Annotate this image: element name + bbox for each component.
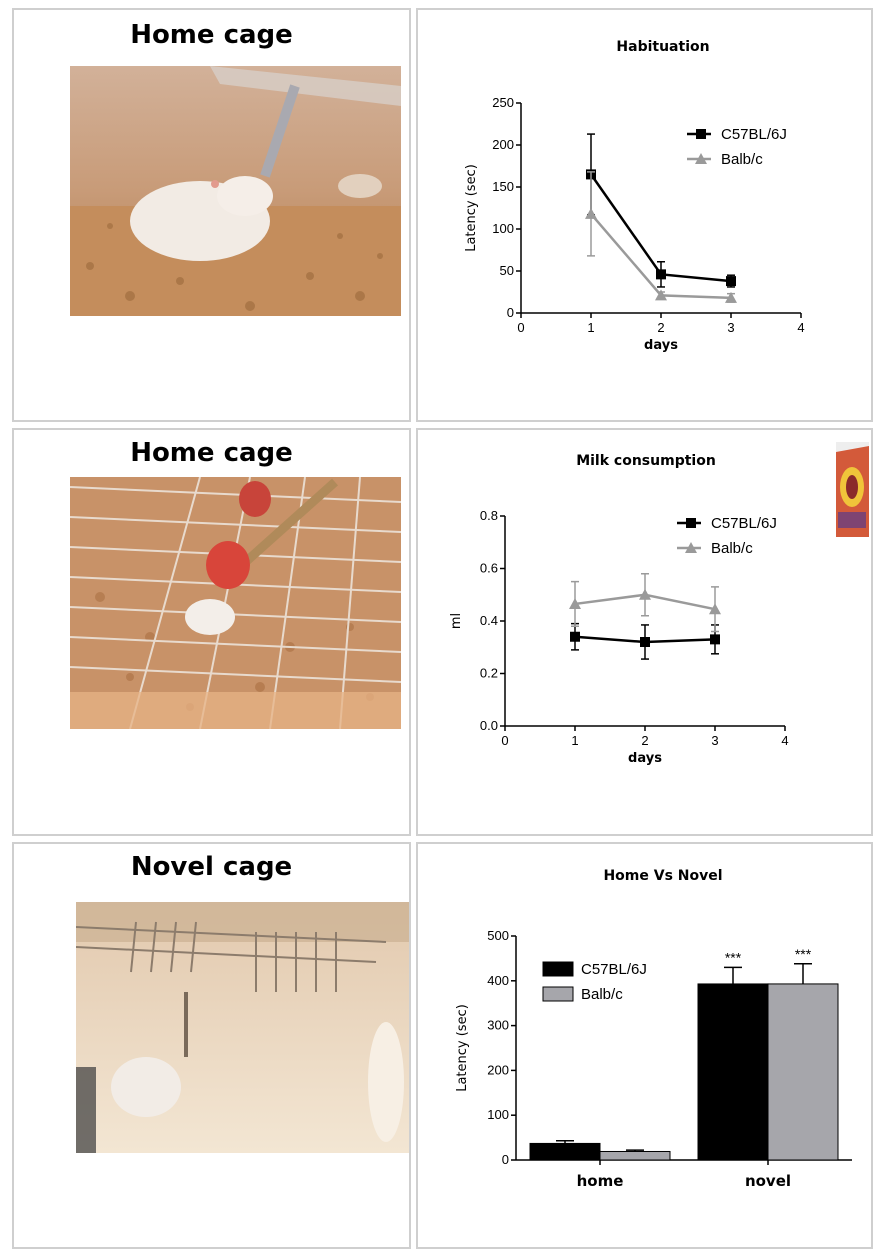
panel-title: Home cage	[130, 20, 293, 50]
panel-home-vs-novel-chart: Home Vs Novel 0 100 200 300 400 500 Latency (se…	[416, 842, 873, 1249]
x-tick-label: 0	[501, 733, 508, 748]
significance-label: ***	[725, 949, 742, 965]
y-tick-label: 300	[487, 1018, 509, 1033]
y-axis-title: ml	[449, 613, 464, 629]
y-tick-label: 400	[487, 973, 509, 988]
category-label: novel	[745, 1172, 791, 1190]
chart-title: Habituation	[616, 39, 709, 55]
legend-swatch	[542, 986, 574, 1002]
data-point	[569, 597, 581, 609]
y-tick-label: 150	[492, 179, 514, 194]
data-point	[726, 276, 736, 287]
y-axis-title: Latency (sec)	[464, 164, 479, 252]
chart-title: Milk consumption	[576, 453, 716, 469]
legend-label: Balb/c	[711, 540, 753, 557]
x-tick-label: 2	[641, 733, 648, 748]
x-axis-title: days	[628, 751, 662, 766]
y-tick-label: 0.4	[480, 613, 498, 628]
data-point	[640, 637, 650, 647]
y-tick-label: 0.2	[480, 666, 498, 681]
y-tick-label: 200	[487, 1062, 509, 1077]
legend-label: C57BL/6J	[581, 961, 647, 978]
bar	[697, 983, 769, 1161]
y-tick-label: 0	[502, 1152, 509, 1167]
bar	[599, 1150, 671, 1161]
data-point	[639, 588, 651, 600]
data-point	[656, 269, 666, 280]
y-tick-label: 250	[492, 95, 514, 110]
photo-mouse-home-cage	[70, 66, 401, 316]
y-tick-label: 0.0	[480, 718, 498, 733]
y-axis-title: Latency (sec)	[455, 1004, 470, 1092]
x-tick-label: 1	[587, 320, 594, 335]
data-point	[725, 291, 737, 303]
y-tick-label: 0.6	[480, 561, 498, 576]
y-tick-label: 0.8	[480, 508, 498, 523]
panel-title: Novel cage	[130, 852, 293, 882]
bar	[767, 983, 839, 1161]
panel-title: Home cage	[130, 438, 293, 468]
y-tick-label: 0	[507, 305, 514, 320]
x-tick-label: 1	[571, 733, 578, 748]
milk-carton-image	[836, 442, 869, 537]
photo-milk-dispenser-cage	[70, 477, 401, 729]
legend-swatch	[542, 961, 574, 977]
significance-label: ***	[795, 946, 812, 962]
x-tick-label: 4	[797, 320, 804, 335]
category-label: home	[577, 1172, 624, 1190]
legend-marker	[695, 153, 707, 164]
y-tick-label: 200	[492, 137, 514, 152]
x-tick-label: 3	[727, 320, 734, 335]
y-tick-label: 100	[492, 221, 514, 236]
bar	[529, 1142, 601, 1161]
panel-milk-consumption-chart: Milk consumption 0.0 0.2 0.4 0.6 0.8 0 1 2 3 4 days…	[416, 428, 873, 836]
y-tick-label: 50	[500, 263, 514, 278]
y-tick-label: 100	[487, 1107, 509, 1122]
data-point	[570, 631, 580, 642]
legend-label: C57BL/6J	[721, 126, 787, 143]
data-point	[710, 634, 720, 645]
panel-home-cage-2: Home cage	[12, 428, 411, 836]
panel-habituation-chart: Habituation 0 50 100 150 200 250 0 1 2 3 4 days Laten…	[416, 8, 873, 422]
legend-marker	[686, 518, 696, 528]
milk-consumption-chart: Milk consumption 0.0 0.2 0.4 0.6 0.8 0 1 2 3 4 days…	[449, 453, 789, 766]
panel-novel-cage: Novel cage	[12, 842, 411, 1249]
data-point	[585, 207, 597, 219]
home-vs-novel-chart: Home Vs Novel 0 100 200 300 400 500 Latency (se…	[455, 868, 852, 1190]
data-point	[655, 289, 667, 301]
x-tick-label: 2	[657, 320, 664, 335]
chart-title: Home Vs Novel	[603, 868, 722, 884]
legend-marker	[685, 542, 697, 553]
y-tick-label: 500	[487, 928, 509, 943]
legend-marker	[696, 129, 706, 139]
panel-home-cage-1: Home cage	[12, 8, 411, 422]
data-point	[709, 603, 721, 615]
x-tick-label: 4	[781, 733, 788, 748]
x-tick-label: 3	[711, 733, 718, 748]
legend-label: Balb/c	[721, 151, 763, 168]
x-tick-label: 0	[517, 320, 524, 335]
photo-mouse-novel-cage	[76, 902, 409, 1153]
legend-label: C57BL/6J	[711, 515, 777, 532]
x-axis-title: days	[644, 338, 678, 353]
habituation-chart: Habituation 0 50 100 150 200 250 0 1 2 3 4 days Laten…	[464, 39, 805, 353]
legend-label: Balb/c	[581, 986, 623, 1003]
